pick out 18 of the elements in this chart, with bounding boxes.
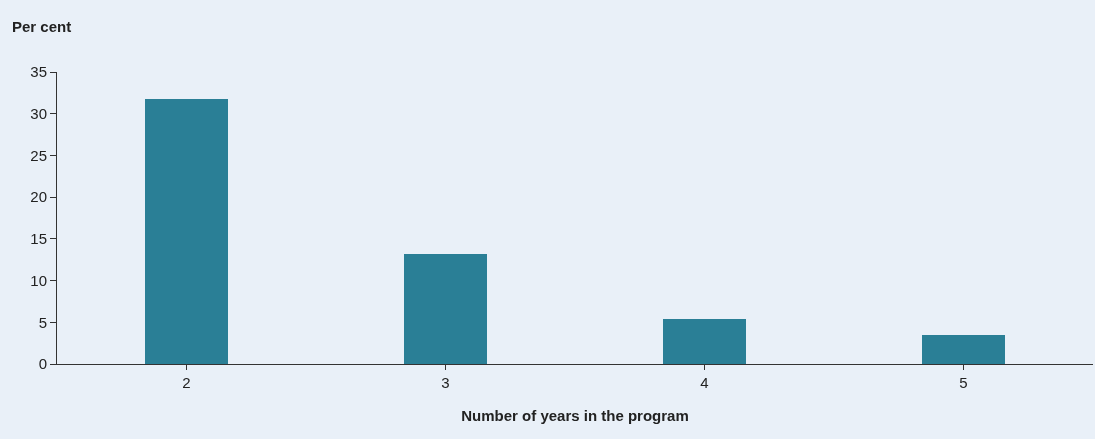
y-tick-label: 20 [30,188,47,206]
x-tick-label: 5 [959,374,968,391]
y-tick-label: 25 [30,146,47,164]
x-tick-label: 4 [700,374,709,391]
y-tick-label: 0 [38,355,47,373]
bar [404,254,487,364]
bar [922,335,1005,364]
x-tick-label: 2 [182,374,191,391]
y-tick-label: 5 [38,313,47,331]
y-axis-title: Per cent [12,18,72,35]
y-tick-label: 15 [30,230,47,248]
x-axis-title: Number of years in the program [461,407,689,424]
y-tick-label: 35 [30,63,47,81]
x-tick-label: 3 [441,374,450,391]
bar [663,319,746,364]
y-tick-label: 10 [30,271,47,289]
y-tick-label: 30 [30,104,47,122]
bar [145,99,228,364]
